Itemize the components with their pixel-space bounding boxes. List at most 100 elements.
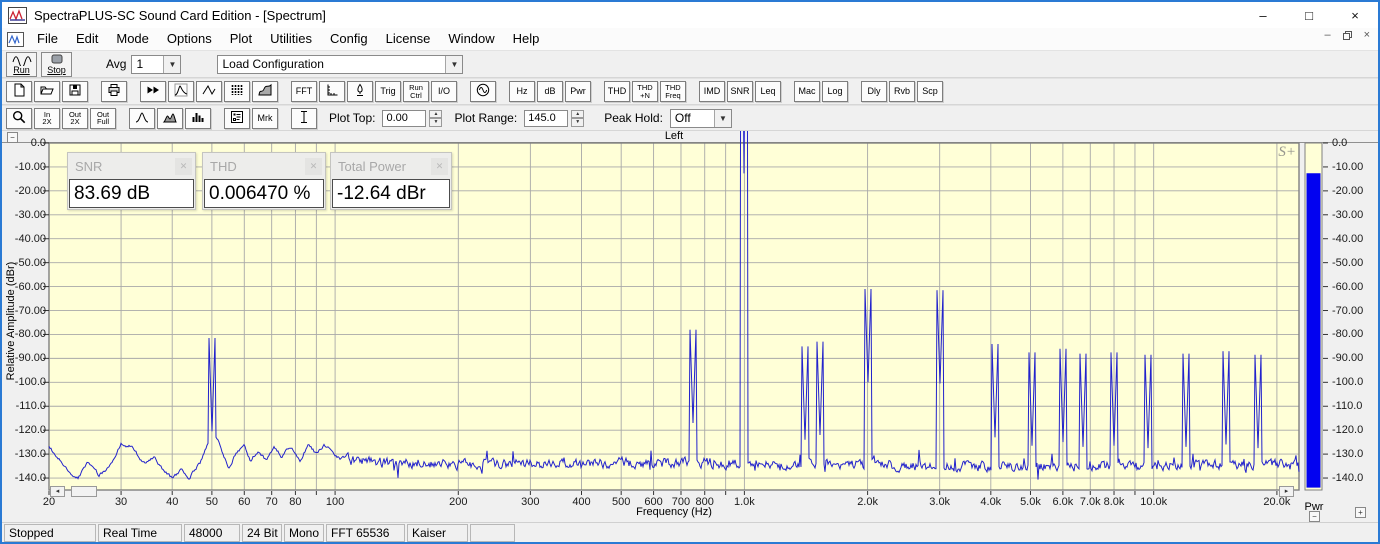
thd-plus-n-button[interactable]: THD +N [632, 81, 658, 102]
scaling-button[interactable] [319, 81, 345, 102]
run-button[interactable]: Run [6, 51, 37, 77]
snr-readout[interactable]: SNR ✕ 83.69 dB [67, 152, 196, 210]
save-button[interactable] [62, 81, 88, 102]
minimize-button[interactable]: – [1259, 7, 1267, 23]
print-button[interactable] [101, 81, 127, 102]
marker-button[interactable]: Mrk [252, 107, 278, 129]
legend-button[interactable] [224, 107, 250, 129]
leq-button[interactable]: Leq [755, 81, 781, 102]
chevron-down-icon[interactable]: ▼ [713, 109, 731, 127]
waveform-icon [12, 55, 31, 66]
y-tick-label-right: -110.0 [1332, 400, 1363, 413]
surface-view-button[interactable] [252, 81, 278, 102]
collapse-power-bar-button[interactable]: − [1309, 511, 1320, 522]
menu-item-plot[interactable]: Plot [229, 31, 253, 46]
mdi-close-button[interactable]: × [1363, 29, 1370, 41]
signal-generator-button[interactable] [470, 81, 496, 102]
cursor-button[interactable] [291, 107, 317, 129]
io-device-button[interactable]: I/O [431, 81, 457, 102]
fast-forward-button[interactable] [140, 81, 166, 102]
button-label: IMD [703, 86, 721, 96]
bar-plot-button[interactable] [185, 107, 211, 129]
collapse-plot-button[interactable]: − [7, 132, 18, 143]
scroll-right-button[interactable]: ▸ [1279, 486, 1294, 497]
total-power-readout[interactable]: Total Power ✕ -12.64 dBr [330, 152, 452, 210]
spin-down-icon[interactable]: ▼ [571, 118, 585, 127]
thd-button[interactable]: THD [604, 81, 630, 102]
avg-select[interactable]: 1 ▼ [131, 54, 182, 74]
line-plot-button[interactable] [129, 107, 155, 129]
peak-hold-select[interactable]: Off ▼ [669, 108, 732, 128]
chevron-down-icon[interactable]: ▼ [445, 55, 463, 73]
scroll-left-button[interactable]: ◂ [50, 486, 65, 497]
new-file-button[interactable] [6, 81, 32, 102]
plot-top-input[interactable] [382, 109, 427, 127]
y-tick-label: -70.00 [14, 304, 46, 317]
expand-panel-button[interactable]: + [1355, 507, 1366, 518]
plot-top-spinner[interactable]: ▲ ▼ [429, 109, 443, 127]
avg-value: 1 [136, 57, 144, 71]
menu-item-help[interactable]: Help [512, 31, 540, 46]
scope-button[interactable]: Scp [917, 81, 943, 102]
toolbar-separator [213, 108, 222, 128]
close-button[interactable]: × [1351, 7, 1359, 23]
zoom-out-2x-button[interactable]: Out 2X [62, 107, 88, 129]
menu-item-options[interactable]: Options [166, 31, 212, 46]
macro-button[interactable]: Mac [794, 81, 820, 102]
scrollbar-thumb[interactable] [71, 486, 97, 497]
menu-item-file[interactable]: File [37, 31, 58, 46]
imd-button[interactable]: IMD [699, 81, 725, 102]
mdi-restore-button[interactable] [1342, 30, 1352, 40]
plot-range-input[interactable] [524, 109, 569, 127]
time-series-view-button[interactable] [196, 81, 222, 102]
spectrogram-view-button[interactable] [224, 81, 250, 102]
menu-item-utilities[interactable]: Utilities [270, 31, 313, 46]
load-configuration-select[interactable]: Load Configuration ▼ [217, 54, 464, 74]
plot-range-spinner[interactable]: ▲ ▼ [571, 109, 585, 127]
menu-item-config[interactable]: Config [330, 31, 368, 46]
close-icon[interactable]: ✕ [175, 157, 192, 175]
spin-up-icon[interactable]: ▲ [429, 109, 443, 118]
menu-item-mode[interactable]: Mode [116, 31, 149, 46]
readout-title-bar: THD ✕ [203, 153, 325, 179]
chevron-down-icon[interactable]: ▼ [163, 55, 181, 73]
menu-item-window[interactable]: Window [448, 31, 495, 46]
ibeam-icon [296, 109, 312, 128]
menu-item-license[interactable]: License [385, 31, 431, 46]
spin-up-icon[interactable]: ▲ [571, 109, 585, 118]
run-control-button[interactable]: Run Ctrl [403, 81, 429, 102]
mdi-minimize-button[interactable]: – [1324, 29, 1331, 41]
button-label: Mac [798, 86, 816, 96]
zoom-in-2x-button[interactable]: In 2X [34, 107, 60, 129]
spin-down-icon[interactable]: ▼ [429, 118, 443, 127]
trigger-button[interactable]: Trig [375, 81, 401, 102]
spectrum-view-button[interactable] [168, 81, 194, 102]
units-hz-button[interactable]: Hz [509, 81, 535, 102]
thd-freq-button[interactable]: THD Freq [660, 81, 686, 102]
filled-plot-button[interactable] [157, 107, 183, 129]
stop-button[interactable]: Stop [41, 51, 72, 77]
zoom-button[interactable] [6, 107, 32, 129]
zoom-out-full-button[interactable]: Out Full [90, 107, 116, 129]
thd-readout[interactable]: THD ✕ 0.006470 % [202, 152, 326, 210]
x-tick-label: 100 [325, 496, 345, 508]
x-tick-label: 700 [671, 496, 691, 508]
x-tick-label: 60 [238, 496, 251, 508]
maximize-button[interactable]: □ [1305, 7, 1313, 23]
toolbar-separator [688, 82, 697, 102]
toolbar-separator [280, 82, 289, 102]
menu-item-edit[interactable]: Edit [75, 31, 99, 46]
close-icon[interactable]: ✕ [431, 157, 448, 175]
calibration-button[interactable] [347, 81, 373, 102]
fft-settings-button[interactable]: FFT [291, 81, 317, 102]
open-file-button[interactable] [34, 81, 60, 102]
log-button[interactable]: Log [822, 81, 848, 102]
reverb-button[interactable]: Rvb [889, 81, 915, 102]
units-db-button[interactable]: dB [537, 81, 563, 102]
total-power-button[interactable]: Pwr [565, 81, 591, 102]
readout-value: 83.69 dB [69, 179, 194, 208]
delay-button[interactable]: Dly [861, 81, 887, 102]
close-icon[interactable]: ✕ [305, 157, 322, 175]
snr-button[interactable]: SNR [727, 81, 753, 102]
surface-icon [257, 82, 273, 101]
